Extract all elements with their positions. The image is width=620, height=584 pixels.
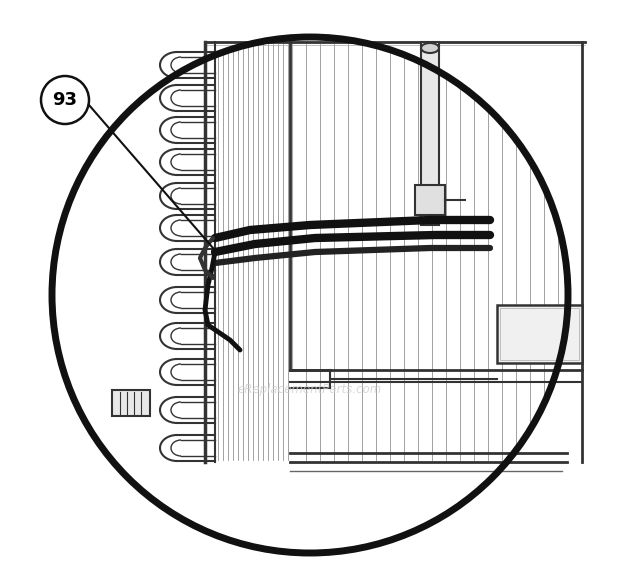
Text: 93: 93 (53, 91, 78, 109)
Bar (415, 185, 445, 215)
Ellipse shape (421, 43, 439, 53)
Bar (112, 390, 150, 416)
Circle shape (52, 37, 568, 553)
Circle shape (41, 76, 89, 124)
Text: eReplacementParts.com: eReplacementParts.com (238, 384, 382, 397)
Bar (497, 305, 582, 363)
Bar (421, 42, 439, 225)
Bar (500, 308, 579, 360)
